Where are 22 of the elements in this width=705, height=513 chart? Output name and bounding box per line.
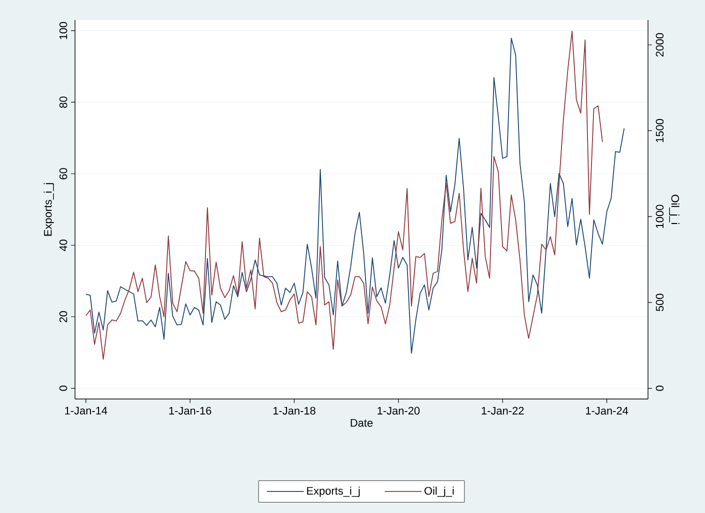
x-tick-label: 1-Jan-24 xyxy=(586,406,628,415)
y-axis-title: Exports_i_j xyxy=(44,183,54,236)
x-axis-title: Date xyxy=(350,419,373,427)
legend-label: Oil_j_i xyxy=(424,486,454,497)
y2-tick-label: 0 xyxy=(656,386,664,391)
y-tick-label: 20 xyxy=(59,311,68,322)
y2-tick-label: 2000 xyxy=(656,33,664,57)
y-tick-label: 40 xyxy=(59,240,68,252)
x-tick-label: 1-Jan-20 xyxy=(378,406,420,415)
y2-tick-label: 500 xyxy=(656,294,664,312)
y-tick-label: 100 xyxy=(59,22,68,40)
y2-axis-title: Oil_j_i xyxy=(669,194,680,224)
y-tick-label: 0 xyxy=(59,386,68,391)
legend-label: Exports_i_j xyxy=(307,486,360,497)
x-tick-label: 1-Jan-18 xyxy=(273,406,316,415)
x-tick-label: 1-Jan-16 xyxy=(169,406,212,415)
y2-tick-label: 1000 xyxy=(656,204,664,228)
x-tick-label: 1-Jan-22 xyxy=(482,406,524,415)
y-tick-label: 60 xyxy=(59,168,68,180)
y2-tick-label: 1500 xyxy=(656,118,664,142)
y-tick-label: 80 xyxy=(59,96,68,108)
x-tick-label: 1-Jan-14 xyxy=(65,406,108,414)
